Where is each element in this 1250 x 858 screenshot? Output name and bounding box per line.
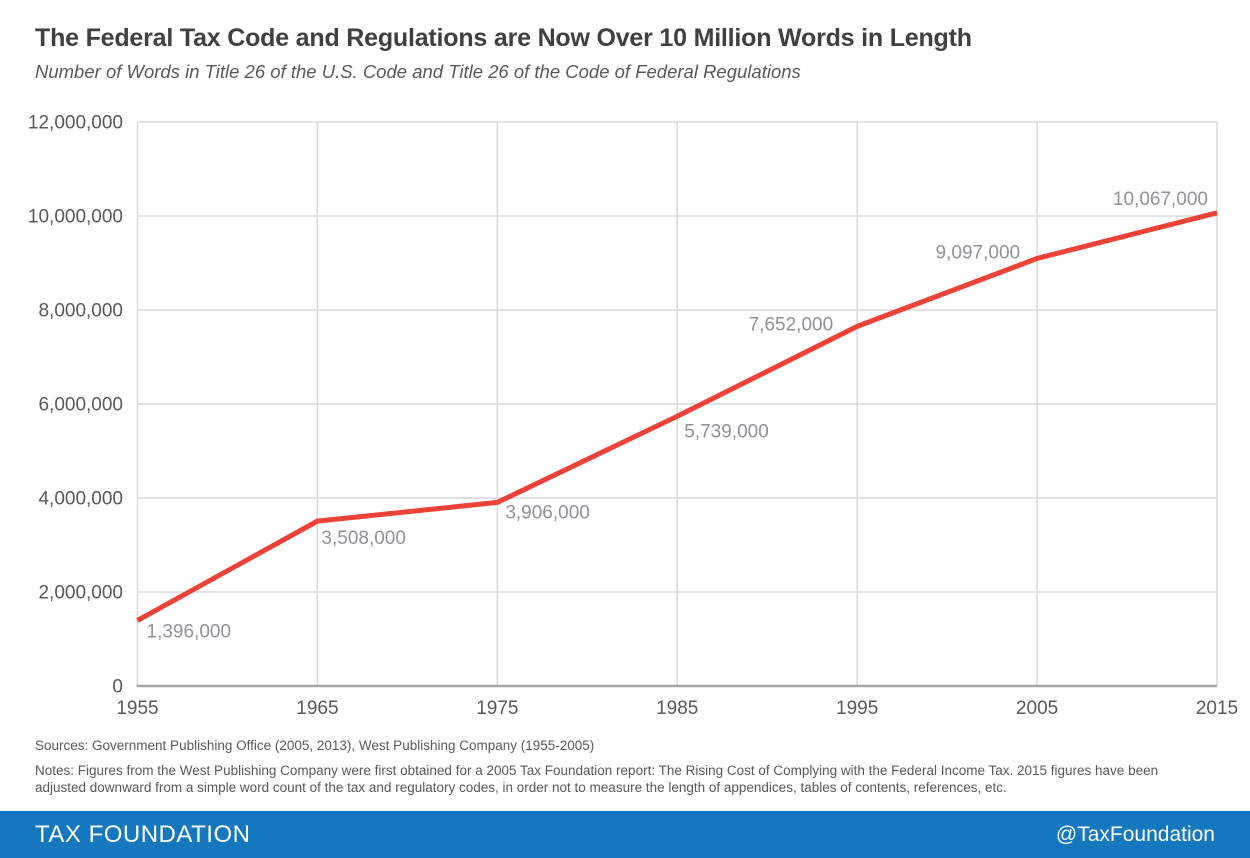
data-point-label: 3,906,000 bbox=[505, 502, 590, 523]
y-tick-label: 8,000,000 bbox=[38, 301, 123, 322]
data-point-label: 3,508,000 bbox=[321, 528, 406, 549]
y-tick-label: 12,000,000 bbox=[28, 113, 123, 134]
chart-header: The Federal Tax Code and Regulations are… bbox=[35, 24, 1225, 83]
x-tick-label: 2005 bbox=[1016, 698, 1058, 719]
x-tick-label: 1955 bbox=[116, 698, 158, 719]
x-tick-label: 1975 bbox=[476, 698, 518, 719]
x-tick-label: 1985 bbox=[656, 698, 698, 719]
brand-bar: TAX FOUNDATION @TaxFoundation bbox=[0, 811, 1250, 858]
chart-footnotes: Sources: Government Publishing Office (2… bbox=[35, 738, 1220, 796]
line-chart-svg: 0 2,000,000 4,000,000 6,000,000 8,000,000 10,… bbox=[28, 113, 1238, 720]
line-chart: 0 2,000,000 4,000,000 6,000,000 8,000,000 10,… bbox=[28, 113, 1238, 720]
twitter-handle[interactable]: @TaxFoundation bbox=[1055, 822, 1215, 846]
x-tick-label: 2015 bbox=[1196, 698, 1238, 719]
data-line bbox=[136, 210, 1218, 623]
y-tick-label: 2,000,000 bbox=[38, 583, 123, 604]
y-tick-label: 6,000,000 bbox=[38, 395, 123, 416]
data-point-label: 5,739,000 bbox=[684, 421, 769, 442]
notes-text: Notes: Figures from the West Publishing … bbox=[35, 762, 1159, 796]
y-tick-label: 4,000,000 bbox=[38, 489, 123, 510]
x-tick-label: 1995 bbox=[836, 698, 878, 719]
y-tick-label: 0 bbox=[112, 677, 123, 698]
data-point-label: 10,067,000 bbox=[1113, 189, 1208, 210]
data-point-label: 9,097,000 bbox=[936, 242, 1021, 263]
y-tick-label: 10,000,000 bbox=[28, 207, 123, 228]
chart-subtitle: Number of Words in Title 26 of the U.S. … bbox=[35, 61, 801, 82]
chart-title: The Federal Tax Code and Regulations are… bbox=[35, 24, 972, 52]
sources-text: Sources: Government Publishing Office (2… bbox=[35, 738, 595, 753]
data-point-label: 7,652,000 bbox=[749, 314, 834, 335]
brand-name: TAX FOUNDATION bbox=[35, 820, 251, 848]
x-tick-label: 1965 bbox=[296, 698, 338, 719]
data-point-label: 1,396,000 bbox=[147, 621, 232, 642]
